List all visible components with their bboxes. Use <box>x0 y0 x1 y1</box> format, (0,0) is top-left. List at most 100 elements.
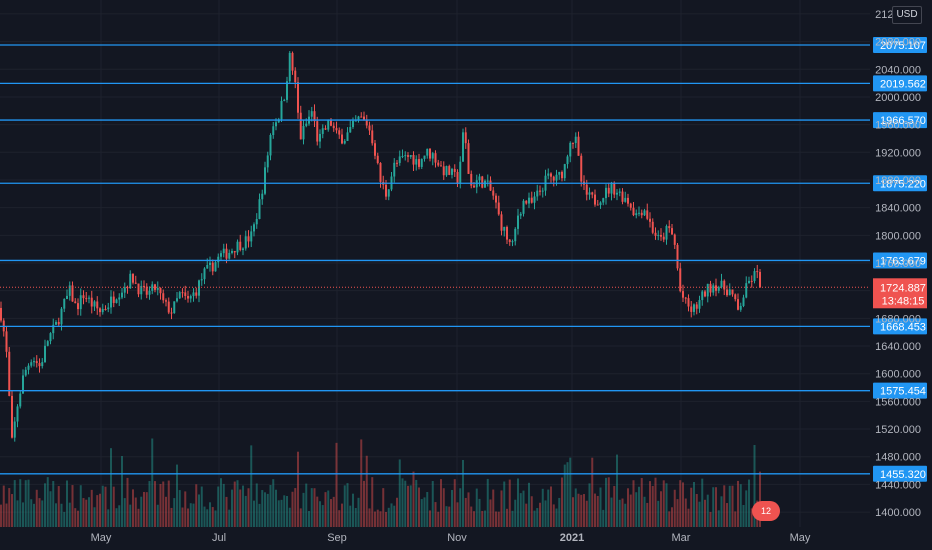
candle-body <box>437 162 440 166</box>
candle-body <box>99 308 101 313</box>
candle-body <box>299 112 302 140</box>
candle-body <box>371 130 374 144</box>
candle-body <box>423 155 426 159</box>
level-tag <box>873 252 927 269</box>
events-badge[interactable]: 12 <box>752 501 780 521</box>
x-tick-label: Sep <box>327 532 347 544</box>
volume-bar <box>662 480 665 527</box>
candle-body <box>629 203 632 208</box>
candle-body <box>148 290 151 295</box>
volume-bar <box>68 502 71 527</box>
candle-body <box>379 163 382 182</box>
candle-body <box>684 297 687 299</box>
volume-bar <box>310 488 313 527</box>
candle-body <box>209 262 211 265</box>
volume-bar <box>214 510 217 527</box>
volume-bar <box>302 492 305 527</box>
candle-body <box>85 298 88 300</box>
volume-bar <box>720 496 723 527</box>
volume-bar <box>715 487 717 527</box>
candle-body <box>412 155 415 165</box>
volume-bar <box>464 497 467 527</box>
volume-bar <box>110 448 112 527</box>
volume-bar <box>231 489 233 527</box>
volume-bar <box>613 486 616 527</box>
volume-bar <box>305 483 308 527</box>
candle-body <box>346 132 349 141</box>
candle-body <box>233 250 236 253</box>
candle-body <box>572 142 574 144</box>
volume-bar <box>451 489 453 527</box>
volume-bar <box>354 507 357 527</box>
volume-bar <box>750 508 753 527</box>
candle-body <box>522 200 525 214</box>
volume-bar <box>313 488 316 527</box>
candle-body <box>44 345 46 363</box>
volume-bar <box>511 510 514 527</box>
volume-bar <box>272 479 275 527</box>
candle-body <box>357 116 360 121</box>
volume-bar <box>107 509 110 527</box>
candle-body <box>332 125 335 129</box>
candle-body <box>577 136 580 156</box>
volume-bar <box>319 501 321 527</box>
candle-body <box>588 192 591 195</box>
candle-body <box>220 253 222 257</box>
volume-bar <box>371 477 374 527</box>
volume-bar <box>629 494 632 527</box>
candle-body <box>123 287 126 293</box>
candle-body <box>90 297 93 307</box>
candle-body <box>393 162 396 177</box>
volume-bar <box>470 506 473 527</box>
volume-bar <box>77 510 79 527</box>
volume-bar <box>539 502 541 527</box>
x-tick-label: 2021 <box>560 532 584 544</box>
candle-body <box>110 296 112 308</box>
volume-bar <box>640 478 643 527</box>
candle-body <box>500 214 503 231</box>
volume-bar <box>687 508 690 527</box>
candle-body <box>118 297 121 300</box>
volume-bar <box>456 502 459 527</box>
volume-bar <box>671 507 673 527</box>
volume-bar <box>0 504 2 527</box>
volume-bar <box>709 511 712 527</box>
candle-body <box>418 159 420 167</box>
candle-body <box>176 298 178 302</box>
volume-bar <box>16 500 19 527</box>
volume-bar <box>332 496 335 527</box>
volume-bar <box>398 459 401 527</box>
volume-bar <box>698 501 701 527</box>
candle-body <box>330 119 332 126</box>
level-label: 1875.220 <box>880 178 926 190</box>
currency-label[interactable]: USD <box>892 6 922 24</box>
candle-body <box>473 185 475 188</box>
volume-bar <box>261 490 264 527</box>
volume-bar <box>82 498 85 527</box>
candle-body <box>511 241 514 243</box>
candle-body <box>651 221 654 233</box>
y-tick-label: 1800.000 <box>875 230 921 242</box>
volume-bar <box>679 480 682 527</box>
candle-body <box>35 361 38 364</box>
volume-bar <box>415 479 418 527</box>
candle-body <box>687 298 690 307</box>
candle-body <box>341 134 343 144</box>
volume-bar <box>13 480 16 527</box>
candle-body <box>162 293 165 301</box>
last-price-countdown: 13:48:15 <box>882 295 925 307</box>
volume-bar <box>478 498 481 527</box>
candle-body <box>173 301 176 314</box>
candle-body <box>82 295 85 299</box>
candle-body <box>222 248 225 254</box>
horizontal-levels[interactable]: 2075.107 2019.562 1966.570 1875.220 1763.679… <box>0 36 927 482</box>
candle-body <box>19 393 22 407</box>
time-axis[interactable]: May Jul Sep Nov 2021 Mar May <box>91 532 811 544</box>
candle-body <box>448 166 451 175</box>
candle-body <box>13 421 16 438</box>
volume-bar <box>748 479 750 527</box>
y-tick-label: 2040.000 <box>875 64 921 76</box>
price-axis[interactable]: 1400.000 1440.000 1480.000 1520.000 1560.000… <box>875 9 921 519</box>
candle-body <box>195 292 198 296</box>
